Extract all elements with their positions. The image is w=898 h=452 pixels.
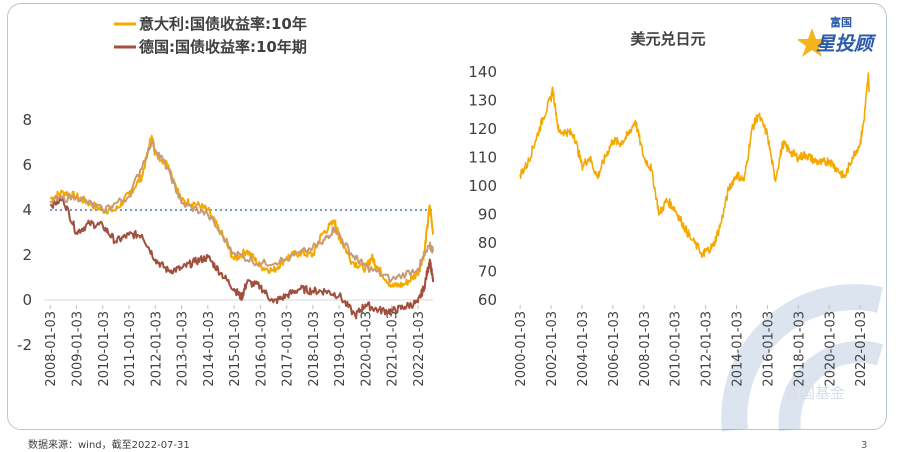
y-tick-label: 6	[22, 156, 32, 174]
x-tick-label: 2020-01-03	[823, 311, 838, 387]
x-tick-label: 2018-01-03	[307, 311, 322, 387]
logo-main-text: 星投顾	[816, 33, 877, 55]
x-tick-label: 2010-01-03	[97, 311, 112, 387]
y-tick-label: 80	[478, 234, 497, 252]
x-tick-label: 2008-01-03	[638, 311, 653, 387]
x-tick-label: 2008-01-03	[44, 311, 59, 387]
x-tick-label: 2006-01-03	[607, 311, 622, 387]
x-tick-label: 2022-01-03	[854, 311, 869, 387]
x-axis-ticks: 2008-01-03 2009-01-03 2010-01-03 2011-01-03…	[44, 305, 427, 387]
y-tick-label: 60	[478, 291, 497, 309]
page-number: 3	[861, 440, 868, 451]
usdjpy-chart: 美元兑日元 60 70 80 90 100 110 120 130 140 2000-01-03…	[468, 30, 870, 387]
x-tick-label: 2010-01-03	[669, 311, 684, 387]
y-tick-label: 100	[468, 177, 497, 195]
y-tick-label: 8	[22, 111, 32, 129]
chart-title: 美元兑日元	[630, 30, 705, 48]
y-tick-label: 90	[478, 206, 497, 224]
series-group	[49, 134, 435, 320]
slide-frame	[7, 3, 887, 430]
x-tick-label: 2012-01-03	[149, 311, 164, 387]
y-tick-label: 130	[468, 92, 497, 110]
x-tick-label: 2015-01-03	[228, 311, 243, 387]
star-icon	[798, 28, 828, 57]
watermark	[721, 284, 884, 432]
y-tick-label: 70	[478, 263, 497, 281]
x-tick-label: 2019-01-03	[333, 311, 348, 387]
watermark-text: 富国基金	[785, 384, 845, 402]
x-tick-label: 2011-01-03	[123, 311, 138, 387]
y-tick-label: 140	[468, 63, 497, 81]
x-tick-label: 2018-01-03	[792, 311, 807, 387]
x-tick-label: 2016-01-03	[761, 311, 776, 387]
x-tick-label: 2002-01-03	[545, 311, 560, 387]
x-tick-label: 2012-01-03	[700, 311, 715, 387]
y-tick-label: 4	[22, 201, 32, 219]
y-axis-ticks: -2 0 2 4 6 8	[17, 111, 32, 354]
x-tick-label: 2016-01-03	[254, 311, 269, 387]
legend-label-italy: 意大利:国债收益率:10年	[139, 15, 307, 33]
y-tick-label: 2	[22, 246, 32, 264]
y-axis-ticks: 60 70 80 90 100 110 120 130 140	[468, 63, 497, 309]
legend: 意大利:国债收益率:10年 德国:国债收益率:10年期	[114, 15, 307, 56]
y-tick-label: -2	[17, 336, 32, 354]
y-tick-label: 0	[22, 291, 32, 309]
series-line-2	[49, 140, 434, 284]
series-line-0	[49, 134, 435, 288]
logo-top-text: 富国	[830, 15, 852, 29]
x-tick-label: 2014-01-03	[731, 311, 746, 387]
x-tick-label: 2004-01-03	[576, 311, 591, 387]
x-tick-label: 2021-01-03	[386, 311, 401, 387]
x-tick-label: 2013-01-03	[176, 311, 191, 387]
x-tick-label: 2020-01-03	[359, 311, 374, 387]
data-source-note: 数据来源：wind，截至2022-07-31	[28, 440, 190, 451]
y-tick-label: 110	[468, 149, 497, 167]
legend-label-germany: 德国:国债收益率:10年期	[139, 38, 307, 56]
bond-yield-chart: 意大利:国债收益率:10年 德国:国债收益率:10年期 -2 0 2 4 6 8 2008…	[17, 15, 435, 387]
x-tick-label: 2017-01-03	[281, 311, 296, 387]
x-tick-label: 2014-01-03	[202, 311, 217, 387]
x-axis-ticks: 2000-01-03 2002-01-03 2004-01-03 2006-01-03…	[514, 305, 869, 387]
x-tick-label: 2022-01-03	[412, 311, 427, 387]
series-group	[519, 72, 870, 258]
series-line-1	[49, 195, 435, 320]
brand-logo: 富国 星投顾	[798, 15, 877, 57]
y-tick-label: 120	[468, 120, 497, 138]
x-tick-label: 2000-01-03	[514, 311, 529, 387]
x-tick-label: 2009-01-03	[70, 311, 85, 387]
series-line-0	[519, 72, 870, 258]
